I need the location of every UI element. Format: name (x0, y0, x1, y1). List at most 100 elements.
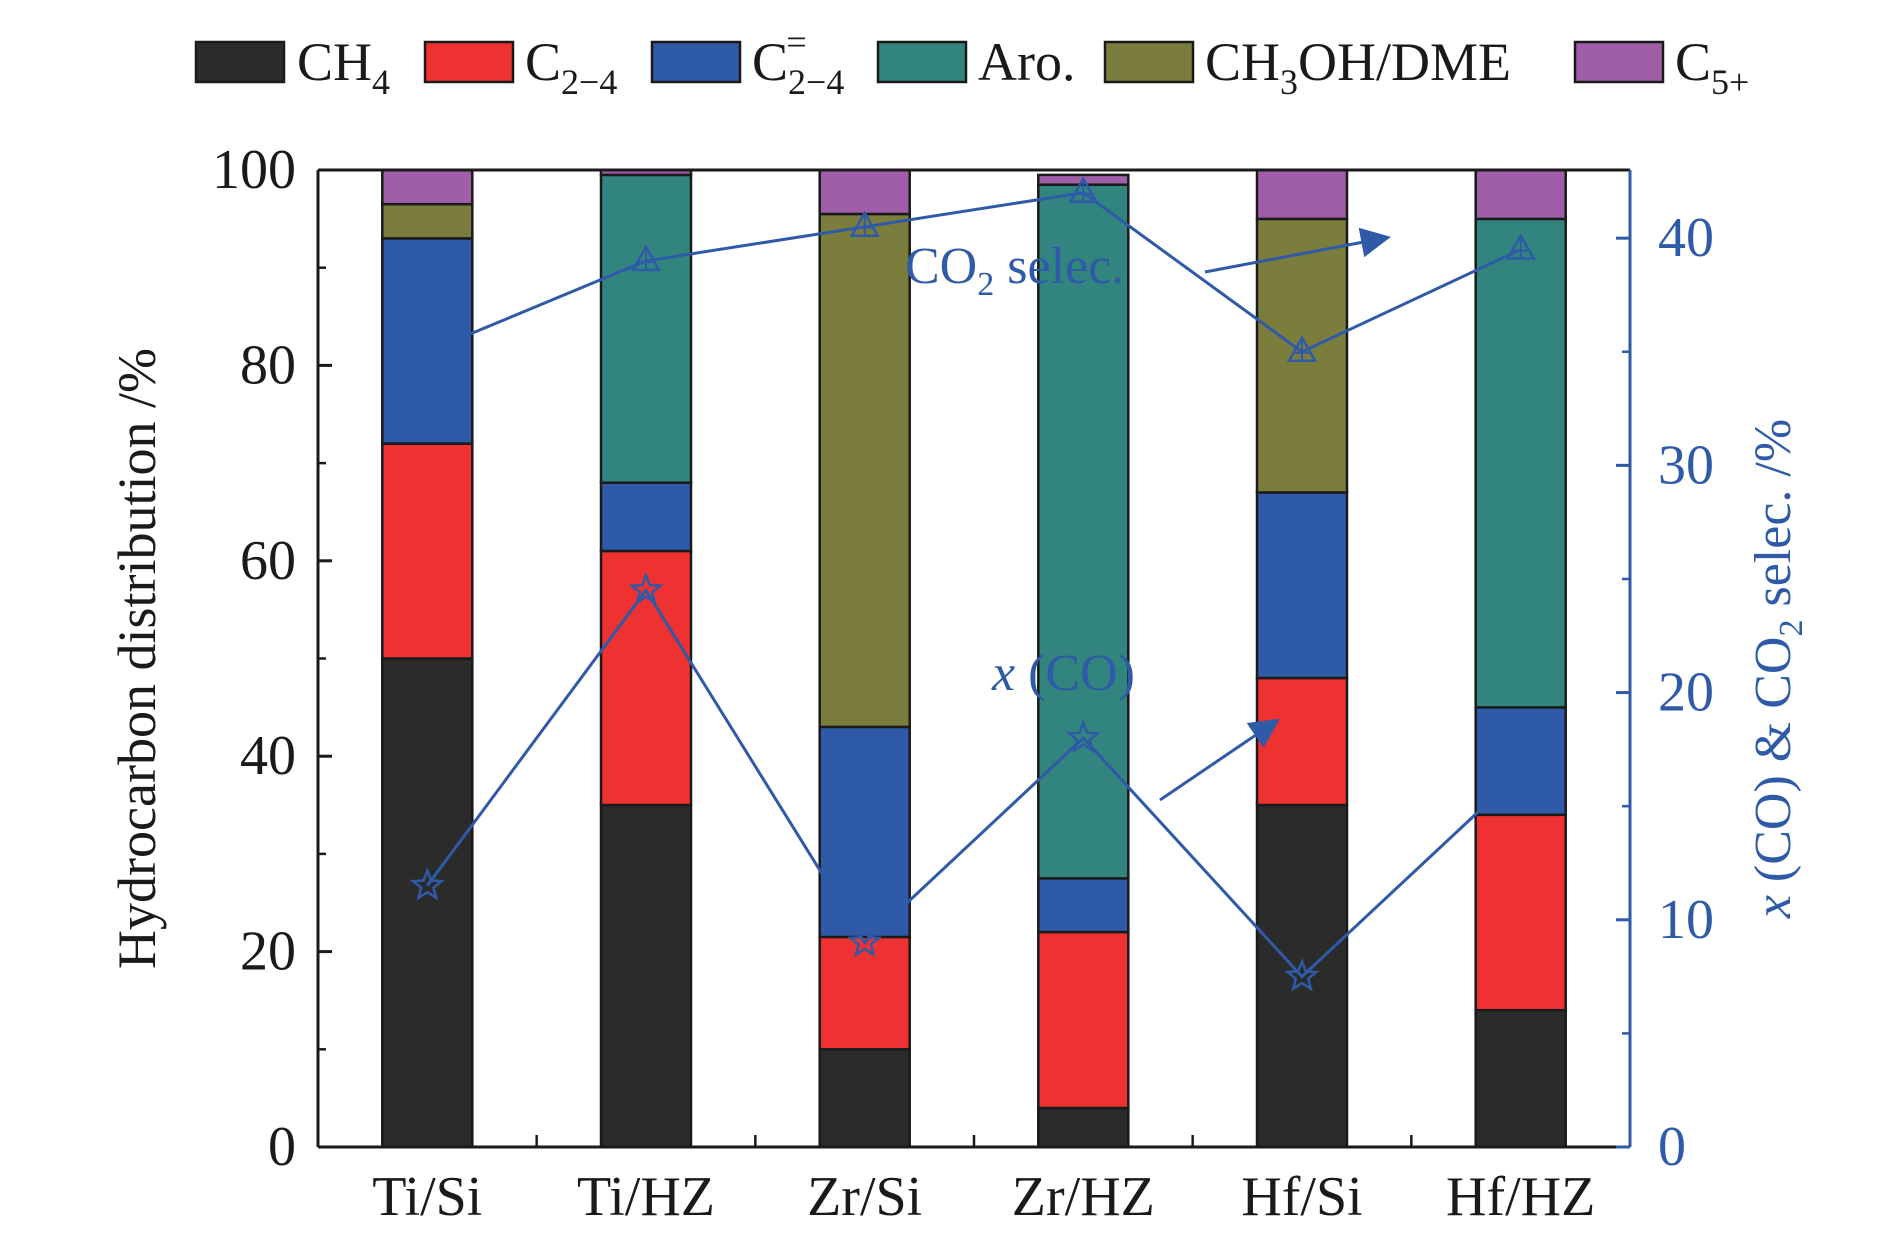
legend-label-sub: 4 (372, 62, 390, 102)
legend-label-main: Aro. (978, 32, 1075, 92)
star-marker (1284, 958, 1320, 992)
star-marker (1503, 753, 1539, 787)
star-marker (628, 571, 664, 606)
category-label: Ti/Si (372, 1166, 482, 1228)
legend-label-main: CH (297, 32, 372, 92)
legend-label-main: C (525, 32, 561, 92)
triangle-marker (1505, 232, 1536, 260)
legend-item: C2−4 (423, 32, 617, 102)
legend-item: CH3OH/DME (1103, 32, 1511, 102)
arrow-co2-selectivity (1204, 227, 1391, 274)
axes (316, 168, 1632, 1149)
left-tick-label: 80 (240, 334, 296, 396)
bar-segment (1037, 1106, 1130, 1149)
left-tick-label: 60 (240, 530, 296, 592)
star-marker (1065, 719, 1101, 754)
bar-segment (1474, 168, 1567, 221)
right-tick-label: 10 (1658, 889, 1714, 951)
bar-segment (599, 803, 693, 1149)
legend-label-main: C (752, 32, 788, 92)
left-tick-label: 40 (240, 725, 296, 787)
legend-item: C5+ (1573, 32, 1749, 102)
legend-label-sub: 2−4 (788, 62, 844, 102)
legend-item: CH4 (194, 32, 390, 102)
bar-segment (818, 212, 911, 729)
category-label: Ti/HZ (577, 1166, 715, 1228)
bar-segment (1474, 813, 1567, 1012)
right-axis-title: x (CO) & CO2 selec. /% (1745, 419, 1810, 919)
bar-segment (1474, 1008, 1567, 1149)
triangle-marker (1068, 176, 1099, 203)
legend-label-sub: 2−4 (561, 62, 617, 102)
right-axis-title-sub: 2 (1773, 620, 1810, 637)
bar-segment (1037, 930, 1130, 1110)
bar-segment (818, 725, 911, 939)
legend-label-sub: 5+ (1711, 62, 1749, 102)
legend-label: CH3OH/DME (1205, 32, 1511, 102)
legend-label: C2−4= (752, 22, 844, 102)
bar-segment (381, 657, 474, 1149)
triangle-marker (412, 335, 443, 363)
left-tick-label: 100 (212, 139, 296, 201)
annotation-co2-selectivity: CO2 selec. (905, 238, 1124, 303)
triangle-marker (630, 244, 662, 272)
axis-labels: 0 20 40 60 80 100 0 10 20 30 40 Ti/Si Ti/HZ Zr/Si Zr/H… (107, 139, 1810, 1228)
bar-segment (1474, 706, 1567, 817)
legend-swatch (1103, 40, 1195, 84)
annotation-co2-main: CO (905, 238, 977, 295)
legend-swatch (876, 40, 968, 84)
triangle-marker-outline (1068, 176, 1099, 203)
bar-segment (1037, 877, 1130, 934)
category-label: Zr/Si (807, 1166, 922, 1228)
bar-segment (381, 202, 474, 240)
category-label: Hf/Si (1241, 1166, 1362, 1228)
legend-swatch (1573, 40, 1665, 84)
triangle-marker-outline (630, 244, 662, 272)
arrow-co-conversion (1159, 718, 1280, 802)
bar-segment (818, 935, 911, 1051)
right-axis-title-italic: x (1745, 895, 1802, 919)
legend-item: C2−4= (650, 22, 844, 102)
bar-segment (818, 1048, 911, 1149)
annotation-xco-italic: x (991, 645, 1015, 702)
bar-segment (1037, 183, 1130, 880)
co2-selectivity-line (426, 191, 1522, 354)
legend: CH4 C2−4 C2−4= Aro. CH3OH/DME C5+ (194, 22, 1749, 102)
triangle-marker (1286, 335, 1318, 363)
triangle-marker (849, 210, 880, 238)
line-series: CO2 selec. x (CO) (409, 176, 1539, 992)
legend-label-sub: 3 (1280, 62, 1298, 102)
star-marker (409, 867, 445, 901)
annotation-co2-sub: 2 (977, 266, 994, 303)
annotation-co2-rest: selec. (994, 238, 1124, 295)
bar-segment (381, 168, 474, 206)
legend-label-sup: = (786, 22, 806, 62)
category-label: Hf/HZ (1446, 1166, 1595, 1228)
right-axis-title-mid: (CO) & CO (1745, 637, 1802, 896)
right-tick-label: 20 (1658, 662, 1714, 724)
bar-segment (818, 168, 911, 216)
left-tick-label: 20 (240, 921, 296, 983)
legend-label: C5+ (1675, 32, 1749, 102)
legend-label-rest: OH/DME (1298, 32, 1511, 92)
bar-segment (1474, 217, 1567, 709)
bar-segment (599, 549, 693, 807)
bar-segment (381, 442, 474, 660)
legend-label: CH4 (297, 32, 390, 102)
star-marker (847, 924, 883, 958)
legend-swatch (650, 40, 742, 84)
left-axis-title: Hydrocarbon distribution /% (107, 348, 167, 969)
legend-label-main: CH (1205, 32, 1280, 92)
bar-segment (599, 173, 693, 484)
legend-swatch (423, 40, 515, 84)
bar-segment (1255, 491, 1349, 680)
legend-swatch (194, 40, 286, 84)
annotation-co-conversion: x (CO) (991, 645, 1135, 702)
bar-segment (1255, 676, 1349, 807)
right-tick-label: 0 (1658, 1116, 1686, 1178)
right-tick-label: 40 (1658, 207, 1714, 269)
right-axis-title-rest: selec. /% (1745, 419, 1802, 620)
right-tick-label: 30 (1658, 434, 1714, 496)
